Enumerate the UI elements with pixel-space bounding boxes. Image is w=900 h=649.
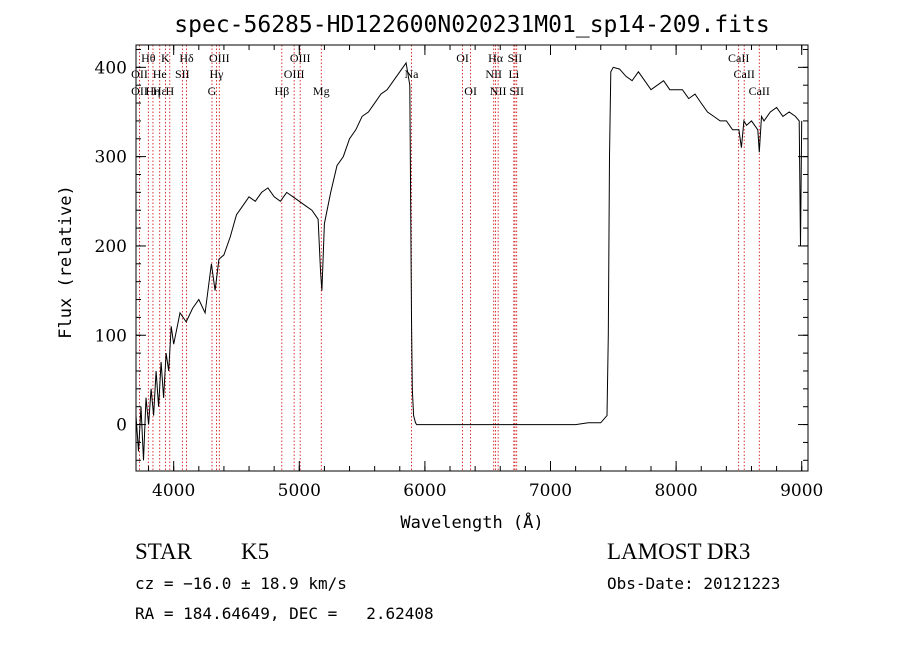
y-axis-label: Flux (relative): [56, 185, 76, 339]
x-tick-label: 4000: [152, 481, 195, 501]
line-label: NII: [485, 67, 502, 81]
y-tick-label: 400: [95, 58, 127, 78]
object-class: STAR: [135, 539, 192, 564]
line-label: OIII: [290, 51, 311, 65]
x-tick-label: 5000: [278, 481, 321, 501]
line-label: CaII: [734, 67, 755, 81]
y-tick-label: 100: [95, 326, 127, 346]
chart-title: spec-56285-HD122600N020231M01_sp14-209.f…: [174, 12, 769, 38]
line-label: SII: [508, 51, 523, 65]
line-label: Hδ: [179, 51, 194, 65]
x-tick-label: 6000: [403, 481, 446, 501]
y-axis-ticks: 0 100 200 300 400: [95, 48, 808, 461]
survey-name: LAMOST DR3: [607, 539, 751, 564]
line-label: He: [153, 67, 167, 81]
line-label: Hθ: [141, 51, 156, 65]
line-label: SII: [175, 67, 190, 81]
x-tick-label: 7000: [529, 481, 572, 501]
line-label: K: [161, 51, 170, 65]
line-label: G: [208, 84, 217, 98]
spectral-subclass: K5: [241, 539, 270, 564]
x-axis-label: Wavelength (Å): [400, 511, 543, 533]
line-label: Hε: [153, 84, 167, 98]
line-label: OI: [464, 84, 477, 98]
redshift-readout: cz = −16.0 ± 18.9 km/s: [135, 574, 347, 593]
coordinates-readout: RA = 184.64649, DEC = 2.62408: [135, 604, 434, 623]
line-label: Li: [508, 67, 519, 81]
line-label: H: [165, 84, 174, 98]
y-tick-label: 0: [116, 416, 127, 436]
line-label: Hη: [145, 84, 160, 98]
line-label: Hα: [488, 51, 504, 65]
plot-frame: [135, 44, 809, 472]
line-label: CaII: [749, 84, 770, 98]
line-label: CaII: [728, 51, 749, 65]
y-tick-label: 200: [95, 237, 127, 257]
line-label: OII: [131, 67, 148, 81]
observation-date: Obs-Date: 20121223: [607, 574, 781, 593]
line-label: Hβ: [274, 84, 289, 98]
line-label: OIII: [209, 51, 230, 65]
line-label: Mg: [313, 84, 330, 98]
x-tick-label: 9000: [780, 481, 823, 501]
line-label: OIII: [284, 67, 305, 81]
emission-line-markers: [139, 45, 760, 471]
line-label: OII: [131, 84, 148, 98]
line-label: Hγ: [210, 67, 225, 81]
spectrum-line: [135, 61, 803, 461]
line-label: NII: [490, 84, 507, 98]
x-axis-ticks: 4000 5000 6000 7000 8000 9000: [148, 45, 823, 501]
line-label: OI: [456, 51, 469, 65]
y-tick-label: 300: [95, 148, 127, 168]
line-label: SII: [509, 84, 524, 98]
x-tick-label: 8000: [654, 481, 697, 501]
